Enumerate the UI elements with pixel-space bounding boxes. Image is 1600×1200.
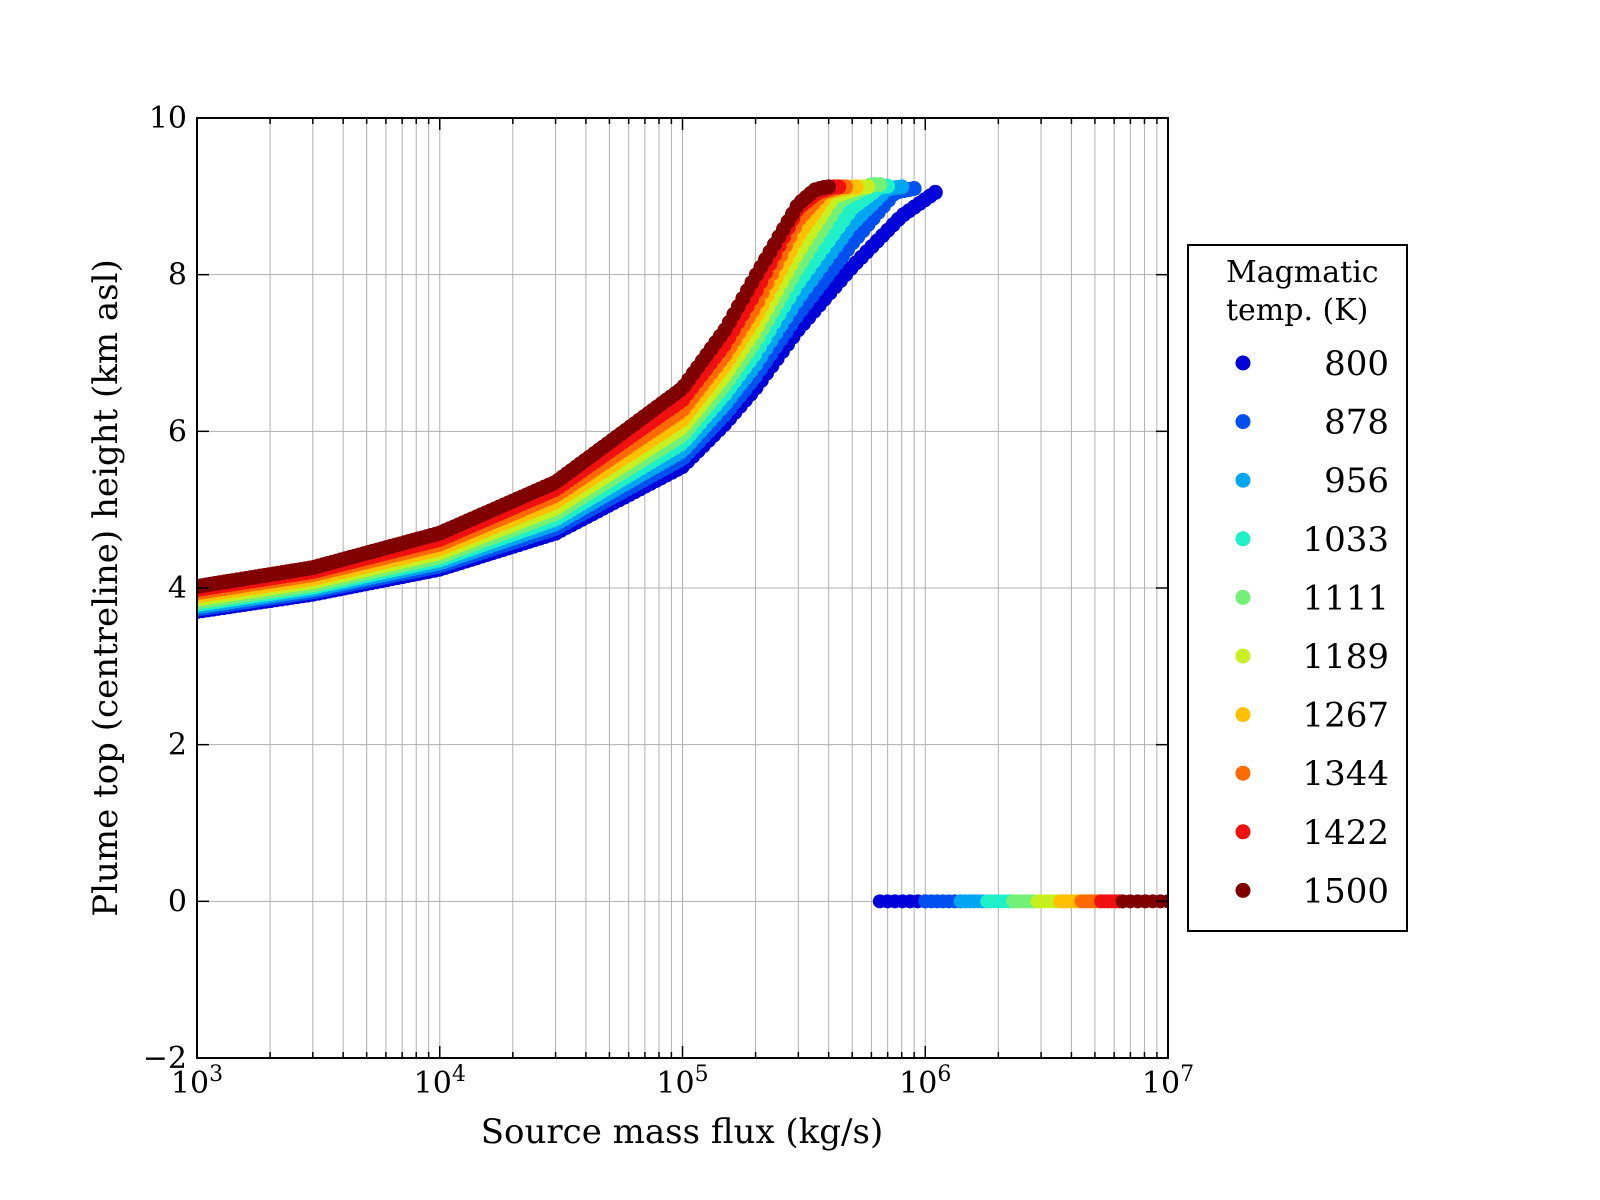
data-point — [927, 184, 943, 200]
data-point — [872, 177, 888, 193]
series-800 — [197, 184, 943, 909]
x-axis-title: Source mass flux (kg/s) — [481, 1112, 883, 1152]
legend-frame — [1187, 244, 1408, 932]
legend-marker-1111 — [1235, 589, 1251, 605]
series-956 — [197, 179, 995, 909]
legend-label-1189: 1189 — [1302, 637, 1389, 677]
series-1267 — [197, 179, 1089, 909]
legend-marker-956 — [1235, 472, 1251, 488]
legend-label-1111: 1111 — [1302, 578, 1389, 618]
x-tick-label: 104 — [414, 1062, 466, 1101]
legend-label-956: 956 — [1324, 461, 1389, 501]
legend-marker-1189 — [1235, 648, 1251, 664]
legend-marker-1500 — [1235, 882, 1251, 898]
y-axis-title: Plume top (centreline) height (km asl) — [86, 259, 126, 917]
series-1111 — [197, 177, 1045, 909]
legend-marker-1422 — [1235, 824, 1251, 840]
legend-marker-1033 — [1235, 531, 1251, 547]
legend-label-800: 800 — [1324, 344, 1389, 384]
legend-label-1033: 1033 — [1302, 520, 1389, 560]
series-1500 — [197, 179, 1168, 909]
legend-label-878: 878 — [1324, 403, 1389, 443]
data-point — [894, 179, 910, 195]
y-tick-label: −2 — [143, 1041, 187, 1076]
legend-label-1344: 1344 — [1302, 754, 1389, 794]
data-point — [860, 179, 876, 195]
x-tick-label: 107 — [1142, 1062, 1194, 1101]
legend-title-line-1: Magmatic — [1226, 255, 1379, 290]
legend-label-1422: 1422 — [1302, 813, 1389, 853]
y-tick-label: 6 — [168, 414, 187, 449]
series-1033 — [197, 178, 1021, 909]
series-1344 — [197, 179, 1109, 909]
x-tick-label: 103 — [171, 1062, 223, 1101]
y-tick-label: 8 — [168, 258, 187, 293]
data-point — [848, 179, 864, 195]
legend-marker-1267 — [1235, 707, 1251, 723]
data-point — [906, 181, 922, 196]
y-tick-label: 4 — [168, 571, 187, 606]
legend-title-line-2: temp. (K) — [1226, 293, 1368, 328]
legend-marker-1344 — [1235, 765, 1251, 781]
x-tick-label: 106 — [899, 1062, 951, 1101]
data-point — [821, 179, 837, 195]
data-points — [197, 177, 1168, 909]
legend-marker-878 — [1235, 414, 1251, 430]
y-tick-label: 2 — [168, 728, 187, 763]
grid — [197, 118, 1168, 1058]
x-tick-label: 105 — [656, 1062, 708, 1101]
series-1422 — [197, 179, 1130, 909]
legend-marker-800 — [1235, 355, 1251, 371]
legend-label-1267: 1267 — [1302, 696, 1389, 736]
legend: Magmatic temp. (K) 800 878 956 1033 1111 1189… — [1187, 244, 1408, 932]
series-878 — [197, 181, 968, 909]
y-tick-label: 0 — [168, 884, 187, 919]
legend-label-1500: 1500 — [1302, 871, 1389, 911]
legend-entries: 800 878 956 1033 1111 1189 1267 1344 1422 1500 — [1235, 344, 1389, 911]
axis-ticks: −2 0 2 4 6 8 10 103 104 105 106 107 — [143, 101, 1194, 1101]
y-tick-label: 10 — [149, 101, 187, 136]
